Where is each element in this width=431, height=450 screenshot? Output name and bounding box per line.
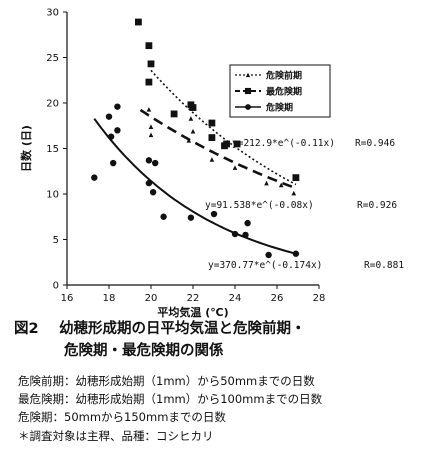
data-point <box>231 230 239 238</box>
data-point <box>264 180 269 186</box>
x-tick-label: 26 <box>271 293 284 304</box>
x-tick-label: 24 <box>229 293 242 304</box>
x-tick-label: 22 <box>187 293 200 304</box>
data-point <box>232 165 238 170</box>
legend-label: 危険期 <box>265 102 293 114</box>
data-point <box>210 210 218 218</box>
legend-label: 危険前期 <box>265 70 302 82</box>
fit-r-value: R=0.881 <box>364 260 404 271</box>
data-point <box>223 140 230 148</box>
fit-equation: y=212.9*e^(-0.11x) <box>232 138 335 149</box>
data-point <box>190 128 196 134</box>
data-points <box>91 18 300 259</box>
data-point <box>186 138 192 143</box>
definition-notes: 危険前期：幼穂形成始期（1mm）から50mmまでの日数 最危険期：幼穂形成始期（… <box>18 372 423 426</box>
figure-label: 図2 <box>14 321 39 337</box>
footnote: ＊調査対象は主稈、品種：コシヒカリ <box>18 429 214 443</box>
data-point <box>152 159 159 167</box>
data-point <box>147 60 155 68</box>
data-point <box>292 174 300 182</box>
y-tick-label: 25 <box>46 53 59 64</box>
y-axis-label: 日数 (日) <box>19 125 33 172</box>
note-risk-early: 危険前期：幼穂形成始期（1mm）から50mmまでの日数 <box>18 374 315 388</box>
y-tick-label: 15 <box>46 144 59 155</box>
fit-curves <box>93 69 300 257</box>
data-point <box>208 119 216 127</box>
data-point <box>244 219 251 227</box>
data-point <box>107 133 115 140</box>
data-point <box>265 251 272 259</box>
data-point <box>189 104 197 111</box>
fit-r-value: R=0.946 <box>355 138 395 149</box>
legend-label: 最危険期 <box>266 86 302 98</box>
y-tick-label: 0 <box>53 281 59 292</box>
data-point <box>110 159 117 167</box>
chart-axes: 16 18 20 22 24 26 28 0 5 10 15 20 25 30 <box>46 8 325 305</box>
data-point <box>145 179 153 187</box>
data-point <box>233 140 241 148</box>
data-point <box>170 110 178 118</box>
note-risk-most: 最危険期：幼穂形成始期（1mm）から100mmまでの日数 <box>18 392 323 406</box>
data-point <box>245 104 251 110</box>
fit-curve-end <box>292 250 300 257</box>
data-point <box>209 157 215 162</box>
data-point <box>242 231 249 239</box>
caption-title-line2: 危険期・最危険期の関係 <box>64 343 224 359</box>
data-point <box>160 213 167 220</box>
note-risk-period: 危険期：50mmから150mmまでの日数 <box>18 410 226 424</box>
fit-curve <box>150 69 297 186</box>
x-tick-label: 28 <box>313 293 326 304</box>
x-axis-label: 平均気温 (℃) <box>157 305 228 318</box>
data-point <box>208 134 216 141</box>
fit-curve <box>139 108 297 190</box>
data-point <box>114 103 121 110</box>
data-point <box>145 78 153 86</box>
y-tick-label: 30 <box>46 8 59 19</box>
x-tick-label: 16 <box>61 293 74 304</box>
fit-curve <box>93 118 297 255</box>
data-point <box>114 127 121 134</box>
fit-equation: y=91.538*e^(-0.08x) <box>205 200 314 211</box>
data-point <box>135 18 142 26</box>
data-point <box>245 72 251 78</box>
data-point <box>148 124 154 129</box>
data-point <box>149 188 157 196</box>
data-point <box>188 116 194 121</box>
data-point <box>148 132 154 138</box>
caption-title-line1: 幼穂形成期の日平均気温と危険前期・ <box>59 321 306 337</box>
data-point <box>291 190 297 196</box>
data-point <box>145 42 153 50</box>
data-point <box>146 107 152 112</box>
x-tick-label: 18 <box>103 293 116 304</box>
data-point <box>244 87 252 95</box>
y-tick-label: 20 <box>46 99 59 110</box>
data-point <box>145 157 153 164</box>
y-tick-label: 10 <box>46 190 59 201</box>
data-point <box>187 214 195 221</box>
fit-r-value: R=0.926 <box>357 200 397 211</box>
data-point <box>91 174 98 181</box>
figure-caption: 図2 幼穂形成期の日平均気温と危険前期・ 危険期・最危険期の関係 <box>14 318 424 362</box>
x-tick-label: 20 <box>145 293 158 304</box>
fit-equation: y=370.77*e^(-0.174x) <box>208 260 322 271</box>
fit-equations: y=212.9*e^(-0.11x) R=0.946 y=91.538*e^(-0.… <box>205 138 404 271</box>
scatter-chart: 16 18 20 22 24 26 28 0 5 10 15 20 25 30 y=212.9*e^(-0… <box>19 8 404 319</box>
data-point <box>278 182 284 188</box>
y-tick-label: 5 <box>53 235 59 246</box>
data-point <box>105 113 113 120</box>
